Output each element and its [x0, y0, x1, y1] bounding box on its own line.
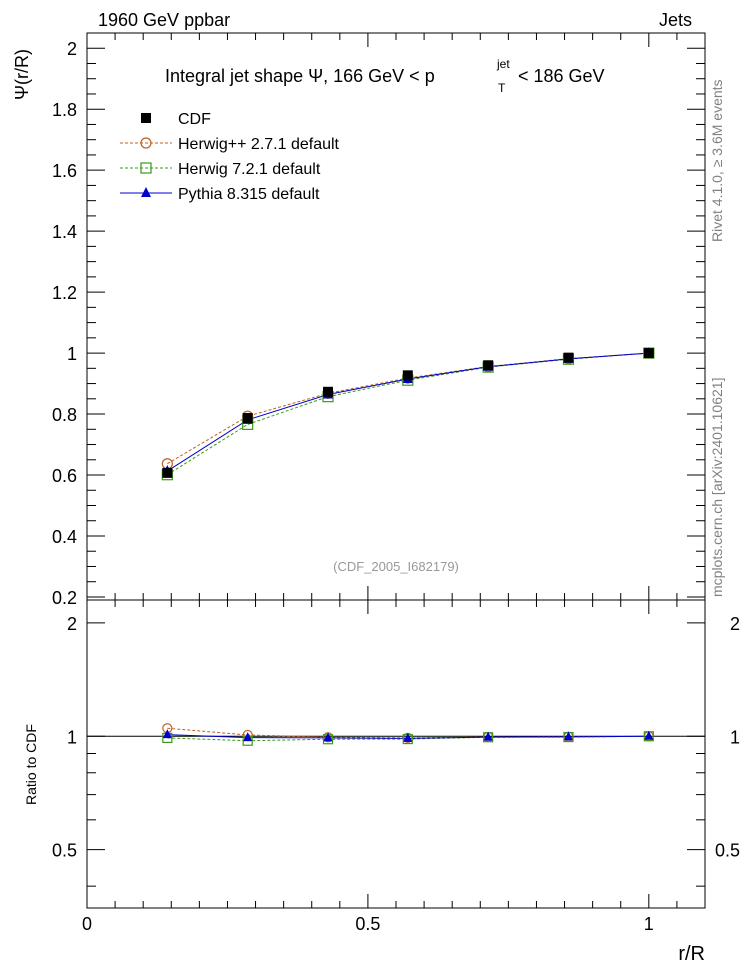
data-point — [162, 729, 172, 739]
data-point — [643, 348, 654, 359]
data-point — [483, 360, 494, 371]
data-point — [140, 162, 152, 174]
data-point — [563, 731, 573, 741]
y-tick-label: 1.4 — [52, 222, 77, 242]
legend-label: CDF — [178, 111, 211, 128]
y-tick-label: 0.8 — [52, 405, 77, 425]
x-tick-label: 0.5 — [355, 914, 380, 934]
chart-title: Integral jet shape Ψ, 166 GeV < p — [165, 66, 435, 86]
y-tick-label: 1 — [67, 344, 77, 364]
series-line — [167, 352, 649, 465]
ratio-plot-frame — [86, 599, 706, 909]
ratio-tick-label-right: 1 — [730, 727, 740, 747]
data-point — [141, 187, 151, 197]
ratio-tick-label: 1 — [67, 727, 77, 747]
chart-title-main: Integral jet shape Ψ, 166 GeV < p — [165, 66, 435, 86]
tick-labels: 0 0.5 1 0.2 0.4 0.6 0.8 1 1.2 1.4 1.6 1.8 2 0.5 0.5 1 1 2… — [52, 39, 740, 934]
data-point — [141, 113, 151, 123]
y-tick-label: 0.4 — [52, 527, 77, 547]
y-tick-label: 1.6 — [52, 161, 77, 181]
analysis-watermark: (CDF_2005_I682179) — [333, 559, 459, 574]
ratio-tick-label: 0.5 — [52, 841, 77, 861]
chart-title-superscript: jet — [496, 57, 510, 71]
data-point — [243, 732, 253, 742]
chart-title-suffix: < 186 GeV — [518, 66, 605, 86]
data-point — [483, 731, 493, 741]
ratio-tick-label-right: 0.5 — [715, 841, 740, 861]
main-series — [161, 347, 655, 481]
ratio-series — [162, 723, 654, 746]
data-point — [323, 732, 333, 742]
energy-label: 1960 GeV ppbar — [98, 10, 230, 30]
mcplots-label: mcplots.cern.ch [arXiv:2401.10621] — [709, 378, 725, 597]
y-tick-label: 2 — [67, 39, 77, 59]
data-point — [140, 137, 152, 149]
ratio-tick-label: 2 — [67, 614, 77, 634]
axis-ticks — [86, 33, 706, 908]
data-point — [402, 370, 413, 381]
y-tick-label: 1.2 — [52, 283, 77, 303]
data-point — [403, 732, 413, 742]
data-point — [162, 467, 173, 478]
legend-label: Herwig++ 2.7.1 default — [178, 136, 340, 153]
data-point — [563, 352, 574, 363]
data-point — [242, 413, 253, 424]
legend-label: Herwig 7.2.1 default — [178, 161, 321, 178]
rivet-label: Rivet 4.1.0, ≥ 3.6M events — [709, 79, 725, 242]
data-point — [323, 386, 334, 397]
x-axis-label: r/R — [678, 943, 705, 965]
y-tick-label: 1.8 — [52, 100, 77, 120]
x-tick-label: 0 — [82, 914, 92, 934]
chart-title-subscript: T — [498, 81, 506, 95]
y-axis-label: Ψ(r/R) — [12, 49, 32, 100]
legend: CDF Herwig++ 2.7.1 default Herwig 7.2.1 de… — [120, 111, 340, 203]
x-tick-label: 1 — [644, 914, 654, 934]
ratio-axis-label: Ratio to CDF — [23, 724, 39, 805]
y-tick-label: 0.6 — [52, 466, 77, 486]
jets-label: Jets — [659, 10, 692, 30]
y-tick-label: 0.2 — [52, 588, 77, 608]
data-point — [644, 730, 654, 740]
legend-label: Pythia 8.315 default — [178, 186, 320, 203]
ratio-tick-label-right: 2 — [730, 614, 740, 634]
